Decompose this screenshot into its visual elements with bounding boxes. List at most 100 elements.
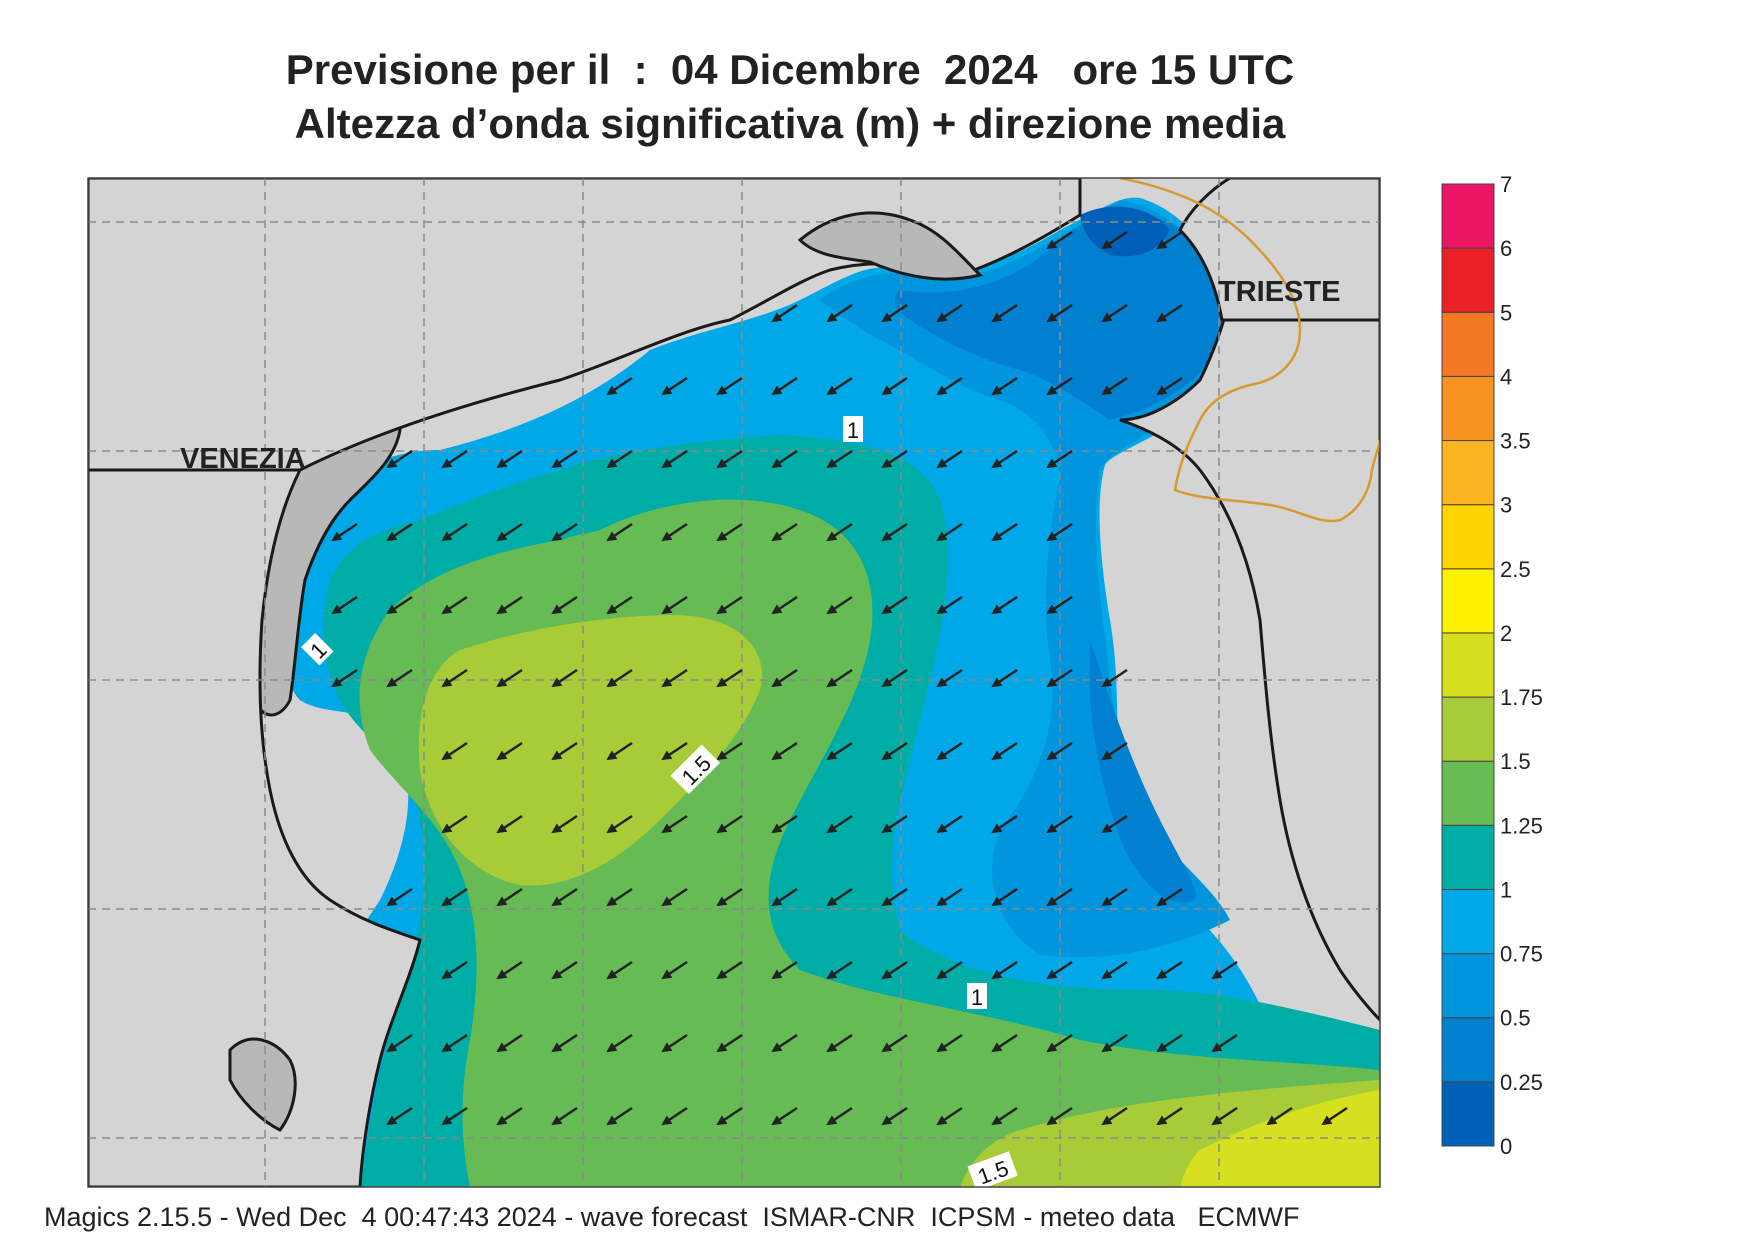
wave-arrow [661, 376, 688, 396]
wave-arrow [1046, 887, 1073, 907]
wave-arrow [771, 668, 798, 688]
wave-arrow [441, 814, 468, 834]
wave-arrow [606, 814, 633, 834]
wave-arrow [1046, 814, 1073, 834]
wave-arrow [1101, 1106, 1128, 1126]
legend-level-label: 6 [1500, 236, 1512, 261]
legend-level-label: 7 [1500, 172, 1512, 197]
wave-arrow [881, 449, 908, 469]
legend-level-label: 1.5 [1500, 749, 1531, 774]
wave-arrow [936, 595, 963, 615]
wave-arrow [771, 887, 798, 907]
wave-arrow [991, 522, 1018, 542]
wave-arrow [1046, 1106, 1073, 1126]
wave-arrow [1211, 1033, 1238, 1053]
wave-arrow [496, 449, 523, 469]
wave-arrow [771, 960, 798, 980]
map-subtitle: Altezza d’onda significativa (m) + direz… [294, 100, 1286, 147]
wave-arrow [1156, 887, 1183, 907]
wave-arrow [716, 1033, 743, 1053]
wave-arrow [936, 522, 963, 542]
wave-arrow [826, 668, 853, 688]
wave-arrow [826, 960, 853, 980]
wave-arrow [661, 960, 688, 980]
wave-arrow [881, 960, 908, 980]
grid [88, 178, 1380, 1187]
contour-label-1-south: 1 [967, 983, 987, 1010]
wave-arrow [496, 887, 523, 907]
legend-swatch [1441, 632, 1495, 698]
wave-arrow [551, 887, 578, 907]
wave-arrow [771, 376, 798, 396]
wave-arrow [496, 595, 523, 615]
wave-arrow [991, 303, 1018, 323]
wave-arrow [606, 668, 633, 688]
wave-arrow [551, 1106, 578, 1126]
wave-arrow [661, 668, 688, 688]
wave-arrow [331, 522, 358, 542]
legend-swatch [1441, 824, 1495, 890]
contour-label-1-north: 1 [843, 416, 863, 443]
wave-arrow [881, 303, 908, 323]
wave-arrow [1101, 303, 1128, 323]
wave-arrow [551, 1033, 578, 1053]
wave-arrow [771, 814, 798, 834]
legend-level-label: 3 [1500, 493, 1512, 518]
wave-arrow [826, 449, 853, 469]
wave-arrow [826, 1106, 853, 1126]
wave-arrow [1101, 230, 1128, 250]
wave-arrow [1101, 376, 1128, 396]
wave-arrow [1046, 960, 1073, 980]
wave-arrow [496, 522, 523, 542]
wave-arrow [991, 887, 1018, 907]
color-legend: 0 0.25 0.5 0.75 1 1.25 1.5 1.75 2 2.5 3 3.5 4 5 6 7 [1441, 172, 1543, 1159]
legend-swatch [1441, 760, 1495, 826]
trieste-land [1178, 178, 1380, 322]
wave-arrow [881, 814, 908, 834]
wave-arrow [441, 522, 468, 542]
wave-arrow [661, 741, 688, 761]
wave-arrow [551, 741, 578, 761]
wave-arrow [881, 668, 908, 688]
legend-level-label: 1.25 [1500, 813, 1543, 838]
wave-arrow [991, 741, 1018, 761]
wave-arrow [716, 376, 743, 396]
legend-swatch [1441, 375, 1495, 442]
wave-arrow [991, 1033, 1018, 1053]
wave-arrow [1046, 522, 1073, 542]
legend-level-label: 1 [1500, 877, 1512, 902]
west-coast [88, 468, 422, 1187]
legend-swatch [1441, 183, 1495, 249]
wave-arrow [496, 1106, 523, 1126]
wave-arrow [606, 522, 633, 542]
legend-swatch [1441, 696, 1495, 762]
wave-arrow [606, 449, 633, 469]
wave-arrow [661, 595, 688, 615]
wave-arrow [441, 887, 468, 907]
wave-arrow [881, 1106, 908, 1126]
wave-arrow [386, 1033, 413, 1053]
wave-arrow [386, 668, 413, 688]
wave-arrow [771, 522, 798, 542]
wave-arrow [991, 1106, 1018, 1126]
wave-arrow [441, 741, 468, 761]
wave-arrow [1101, 741, 1128, 761]
legend-swatch [1441, 1017, 1495, 1083]
wave-arrow [331, 668, 358, 688]
wave-arrow [716, 595, 743, 615]
wave-arrow [936, 741, 963, 761]
wave-arrow [1266, 1106, 1293, 1126]
legend-swatch [1441, 953, 1495, 1019]
wave-arrow [826, 522, 853, 542]
wave-arrow [826, 303, 853, 323]
wave-arrow [716, 741, 743, 761]
wave-arrow [881, 522, 908, 542]
legend-level-label: 4 [1500, 364, 1512, 389]
wave-arrow [881, 376, 908, 396]
wave-arrow [1101, 1033, 1128, 1053]
map-title: Previsione per il : 04 Dicembre 2024 ore… [285, 46, 1295, 93]
wave-arrow [1156, 303, 1183, 323]
national-border [1119, 178, 1380, 523]
wave-arrow [881, 1033, 908, 1053]
svg-text:1: 1 [971, 985, 983, 1010]
